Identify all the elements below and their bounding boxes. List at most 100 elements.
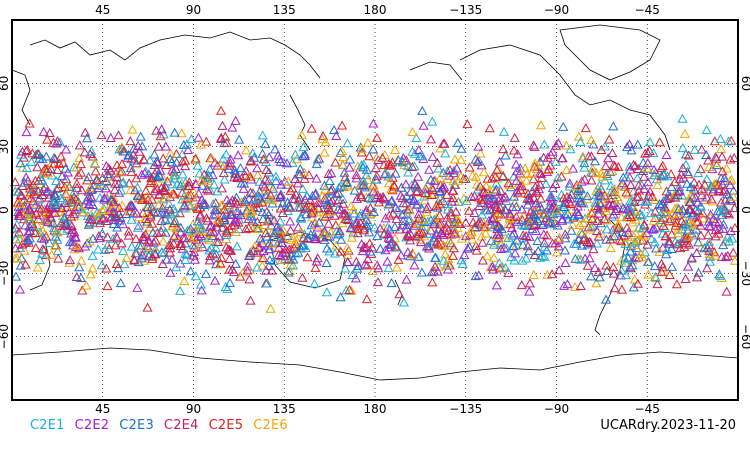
observation-marker	[179, 190, 190, 200]
observation-marker	[44, 238, 55, 248]
observation-marker	[721, 189, 732, 199]
observation-marker	[161, 254, 172, 264]
observation-marker	[335, 292, 346, 302]
observation-marker	[380, 168, 391, 178]
observation-marker	[216, 183, 227, 193]
observation-marker	[617, 177, 628, 187]
observation-marker	[276, 179, 287, 189]
observation-marker	[535, 120, 547, 130]
observation-marker	[685, 191, 697, 201]
observation-marker	[683, 150, 694, 160]
observation-marker	[417, 105, 428, 115]
observation-marker	[69, 204, 81, 214]
observation-marker	[550, 178, 561, 188]
observation-marker	[314, 217, 325, 227]
observation-marker	[696, 144, 707, 154]
observation-marker	[710, 231, 721, 241]
observation-marker	[508, 228, 519, 238]
observation-marker	[169, 170, 181, 180]
observation-marker	[442, 174, 453, 184]
observation-marker	[729, 203, 740, 213]
observation-marker	[427, 151, 438, 161]
observation-marker	[470, 240, 481, 250]
observation-marker	[319, 234, 330, 244]
observation-marker	[26, 156, 37, 167]
observation-marker	[359, 259, 371, 269]
observation-marker	[275, 251, 287, 261]
observation-marker	[391, 262, 402, 272]
observation-marker	[575, 184, 586, 194]
observation-marker	[300, 242, 311, 253]
observation-marker	[704, 248, 715, 258]
observation-marker	[10, 243, 21, 253]
observation-marker	[484, 123, 495, 133]
observation-marker	[486, 235, 497, 245]
observation-marker	[633, 180, 644, 190]
observation-marker	[558, 280, 570, 290]
observation-marker	[515, 185, 526, 195]
observation-marker	[664, 238, 675, 248]
observation-marker	[396, 250, 407, 260]
observation-marker	[650, 271, 661, 282]
observation-marker	[508, 191, 520, 201]
observation-marker	[125, 206, 136, 216]
observation-marker	[244, 264, 255, 274]
observation-marker	[152, 184, 163, 194]
observation-marker	[390, 202, 401, 212]
observation-marker	[375, 223, 386, 233]
observation-marker	[127, 200, 138, 210]
observation-marker	[676, 215, 687, 225]
observation-marker	[246, 211, 257, 221]
observation-marker	[269, 215, 280, 225]
observation-marker	[195, 211, 206, 221]
observation-marker	[448, 168, 459, 178]
observation-marker	[566, 189, 577, 199]
observation-marker	[229, 172, 240, 182]
observation-marker	[224, 244, 235, 254]
observation-marker	[126, 241, 137, 251]
observation-marker	[77, 285, 88, 295]
observation-marker	[426, 189, 438, 199]
observation-marker	[531, 186, 542, 196]
observation-marker	[185, 200, 196, 210]
observation-marker	[680, 273, 691, 283]
observation-marker	[89, 158, 100, 168]
observation-marker	[245, 187, 256, 197]
observation-marker	[563, 214, 574, 224]
observation-marker	[423, 241, 434, 251]
observation-marker	[661, 149, 672, 160]
observation-marker	[260, 228, 271, 238]
observation-marker	[444, 235, 455, 245]
observation-marker	[656, 171, 667, 181]
observation-marker	[656, 258, 667, 268]
observation-marker	[630, 227, 641, 237]
observation-marker	[466, 191, 477, 201]
observation-marker	[215, 133, 227, 144]
observation-marker	[725, 194, 736, 204]
observation-marker	[478, 217, 489, 227]
observation-marker	[320, 136, 331, 147]
observation-marker	[157, 258, 168, 268]
observation-marker	[321, 257, 332, 267]
observation-marker	[292, 178, 303, 188]
observation-marker	[618, 203, 629, 213]
observation-marker	[449, 154, 461, 164]
observation-marker	[12, 197, 23, 207]
observation-marker	[318, 131, 329, 141]
observation-marker	[516, 219, 527, 229]
observation-marker	[498, 126, 510, 136]
observation-marker	[87, 184, 98, 194]
observation-marker	[273, 242, 284, 252]
observation-marker	[31, 208, 42, 218]
observation-marker	[405, 228, 416, 238]
observation-marker	[521, 175, 532, 185]
observation-marker	[368, 118, 379, 128]
observation-marker	[273, 249, 284, 260]
observation-marker	[539, 251, 550, 261]
observation-marker	[61, 144, 72, 154]
observation-marker	[658, 220, 669, 230]
observation-marker	[19, 177, 30, 187]
observation-marker	[238, 267, 249, 277]
observation-marker	[727, 233, 738, 243]
observation-marker	[433, 163, 444, 173]
